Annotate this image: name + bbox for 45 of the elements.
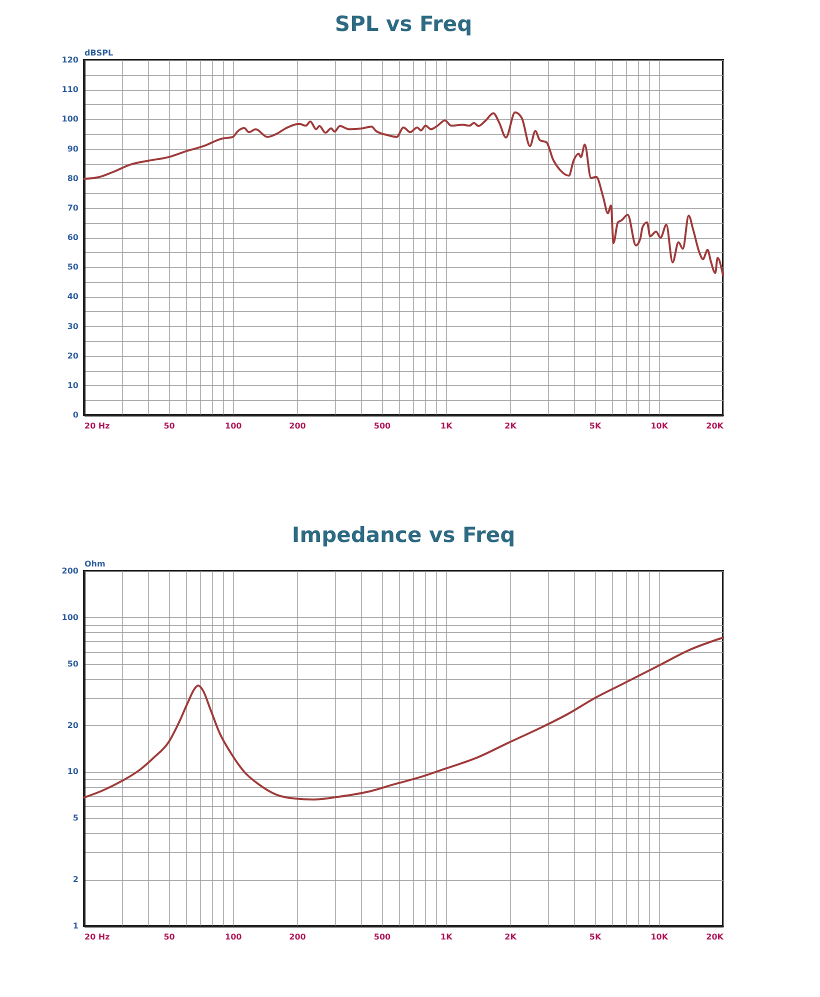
x-tick-label: 5K [589, 932, 602, 942]
y-tick-label: 10 [67, 767, 79, 776]
x-tick-label: 50 [164, 422, 176, 430]
y-tick-label: 50 [67, 262, 79, 272]
y-tick-label: 10 [67, 380, 79, 390]
x-tick-label: 2K [504, 932, 518, 942]
x-tick-label: 500 [374, 932, 392, 942]
x-tick-label: 2K [504, 422, 518, 430]
y-tick-label: 60 [67, 233, 79, 242]
x-tick-label: 20K [706, 932, 724, 942]
y-tick-label: 70 [67, 203, 79, 212]
x-tick-label: 20 Hz [84, 422, 110, 430]
y-tick-label: 1 [72, 922, 79, 930]
y-tick-label: 40 [67, 292, 79, 302]
x-tick-label: 200 [289, 422, 306, 430]
y-tick-label: 0 [72, 410, 79, 420]
x-tick-label: 10K [650, 422, 669, 430]
x-tick-label: 1K [440, 422, 454, 430]
y-tick-label: 30 [67, 322, 79, 331]
y-tick-label: 5 [72, 814, 79, 823]
y-axis-title: Ohm [84, 560, 106, 568]
x-tick-label: 500 [374, 422, 392, 430]
x-tick-label: 200 [289, 932, 306, 942]
y-axis-title: dBSPL [84, 48, 114, 58]
y-tick-label: 2 [72, 875, 78, 884]
y-tick-label: 20 [67, 720, 79, 730]
y-tick-label: 80 [67, 174, 79, 183]
y-tick-label: 100 [62, 114, 79, 124]
x-tick-label: 5K [589, 422, 602, 430]
x-tick-label: 20K [706, 422, 724, 430]
x-tick-label: 50 [164, 932, 176, 942]
y-tick-label: 200 [62, 566, 79, 576]
y-tick-label: 100 [62, 612, 79, 622]
x-tick-label: 10K [650, 932, 669, 942]
y-tick-label: 50 [67, 659, 79, 668]
x-tick-label: 100 [225, 932, 242, 942]
x-tick-label: 1K [440, 932, 454, 942]
y-tick-label: 90 [67, 144, 79, 154]
y-tick-label: 120 [62, 56, 79, 64]
chart-title: Impedance vs Freq [292, 523, 516, 547]
x-tick-label: 100 [225, 422, 242, 430]
y-tick-label: 20 [67, 351, 79, 360]
y-tick-label: 110 [62, 85, 79, 94]
chart-title: SPL vs Freq [334, 12, 472, 36]
x-tick-label: 20 Hz [84, 932, 110, 942]
